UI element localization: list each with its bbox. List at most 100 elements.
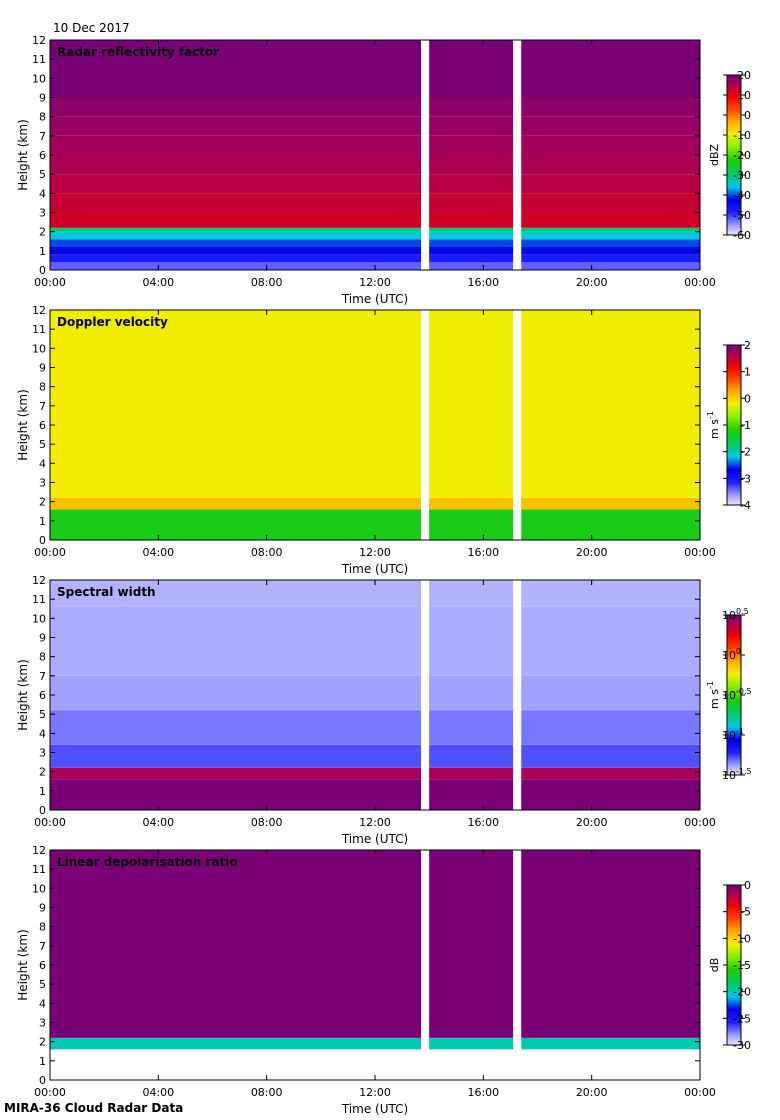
y-tick-label: 11 [32, 593, 46, 606]
colorbar-unit-label: m s-1 [706, 411, 721, 439]
colorbar-tick-label: -20 [733, 986, 751, 999]
colorbar-tick-label: 0 [744, 109, 751, 122]
colorbar-tick-exponent: -0.5 [736, 687, 752, 696]
y-tick-label: 10 [32, 612, 46, 625]
x-tick-label: 12:00 [359, 1086, 391, 1099]
data-layer [50, 193, 700, 213]
data-gap [421, 310, 430, 540]
data-layer [50, 254, 700, 263]
y-tick-label: 1 [39, 245, 46, 258]
x-tick-label: 12:00 [359, 546, 391, 559]
panel-title: Radar reflectivity factor [57, 45, 219, 59]
colorbar-tick-label: -20 [733, 149, 751, 162]
y-tick-label: 7 [39, 130, 46, 143]
colorbar-tick-exponent: 0.5 [736, 607, 749, 616]
y-tick-label: 8 [39, 381, 46, 394]
colorbar-unit-exponent: -1 [706, 681, 715, 689]
x-tick-label: 12:00 [359, 276, 391, 289]
x-tick-label: 16:00 [467, 816, 499, 829]
y-tick-label: 10 [32, 882, 46, 895]
y-tick-label: 5 [39, 438, 46, 451]
data-gap [513, 310, 522, 540]
colorbar-tick-label: 0 [744, 392, 751, 405]
colorbar-tick-label: 10-1.5 [722, 767, 752, 782]
colorbar-tick-label: -30 [733, 169, 751, 182]
x-tick-label: 20:00 [576, 1086, 608, 1099]
data-layer [50, 744, 700, 768]
footer-caption: MIRA-36 Cloud Radar Data [4, 1101, 184, 1115]
x-tick-label: 00:00 [684, 546, 716, 559]
panel-title: Linear depolarisation ratio [57, 855, 238, 869]
x-tick-label: 08:00 [251, 546, 283, 559]
y-tick-label: 8 [39, 921, 46, 934]
y-tick-label: 8 [39, 651, 46, 664]
colorbar-tick-label: -50 [733, 209, 751, 222]
colorbar-tick-label: -30 [733, 1039, 751, 1052]
y-tick-label: 9 [39, 92, 46, 105]
y-tick-label: 7 [39, 400, 46, 413]
y-tick-label: 1 [39, 515, 46, 528]
y-tick-label: 10 [32, 72, 46, 85]
colorbar-tick-label: 1 [744, 366, 751, 379]
data-layer [50, 606, 700, 676]
colorbar-tick-label: -25 [733, 1012, 751, 1025]
y-tick-label: 5 [39, 708, 46, 721]
x-tick-label: 20:00 [576, 816, 608, 829]
x-tick-label: 08:00 [251, 276, 283, 289]
colorbar-tick-label: 10-0.5 [722, 687, 752, 702]
x-tick-label: 08:00 [251, 816, 283, 829]
colorbar-tick-base: 10 [722, 769, 736, 782]
data-layer [50, 247, 700, 255]
y-tick-label: 12 [32, 844, 46, 857]
x-tick-label: 00:00 [34, 816, 66, 829]
y-tick-label: 10 [32, 342, 46, 355]
colorbar-unit-label: dBZ [708, 144, 721, 167]
y-tick-label: 12 [32, 574, 46, 587]
data-layer [50, 155, 700, 175]
y-tick-label: 12 [32, 304, 46, 317]
x-axis-label: Time (UTC) [341, 562, 408, 576]
y-tick-label: 11 [32, 323, 46, 336]
y-tick-label: 2 [39, 496, 46, 509]
y-tick-label: 3 [39, 747, 46, 760]
colorbar-tick-label: -60 [733, 229, 751, 242]
colorbar-tick-base: 10 [722, 649, 736, 662]
y-axis-label: Height (km) [16, 389, 30, 460]
x-axis-label: Time (UTC) [341, 832, 408, 846]
x-axis-label: Time (UTC) [341, 292, 408, 306]
x-axis-label: Time (UTC) [341, 1102, 408, 1116]
colorbar-tick-label: -2 [740, 446, 751, 459]
data-layer [50, 675, 700, 711]
colorbar-unit-label: m s-1 [706, 681, 721, 709]
data-layer [50, 310, 700, 498]
y-axis-label: Height (km) [16, 119, 30, 190]
y-axis-label: Height (km) [16, 659, 30, 730]
data-layer [50, 174, 700, 194]
colorbar-tick-label: 0 [744, 879, 751, 892]
x-tick-label: 04:00 [142, 546, 174, 559]
x-tick-label: 04:00 [142, 816, 174, 829]
data-gap [513, 580, 522, 810]
colorbar-tick-label: 10 [737, 89, 751, 102]
y-tick-label: 9 [39, 632, 46, 645]
panel-4: Linear depolarisation ratio0123456789101… [16, 844, 751, 1116]
y-tick-label: 6 [39, 689, 46, 702]
data-layer [50, 231, 700, 240]
panel-title: Doppler velocity [57, 315, 168, 329]
x-tick-label: 20:00 [576, 276, 608, 289]
panel-1: Radar reflectivity factor012345678910111… [16, 34, 751, 306]
data-layer [50, 497, 700, 510]
colorbar-tick-label: -15 [733, 959, 751, 972]
x-tick-label: 00:00 [34, 546, 66, 559]
colorbar-unit-base: dBZ [708, 144, 721, 167]
y-tick-label: 4 [39, 727, 46, 740]
data-layer [50, 97, 700, 117]
colorbar [726, 344, 742, 506]
y-tick-label: 6 [39, 959, 46, 972]
y-tick-label: 2 [39, 226, 46, 239]
colorbar-unit-base: dB [708, 958, 721, 973]
y-tick-label: 0 [39, 804, 46, 817]
y-tick-label: 3 [39, 1017, 46, 1030]
